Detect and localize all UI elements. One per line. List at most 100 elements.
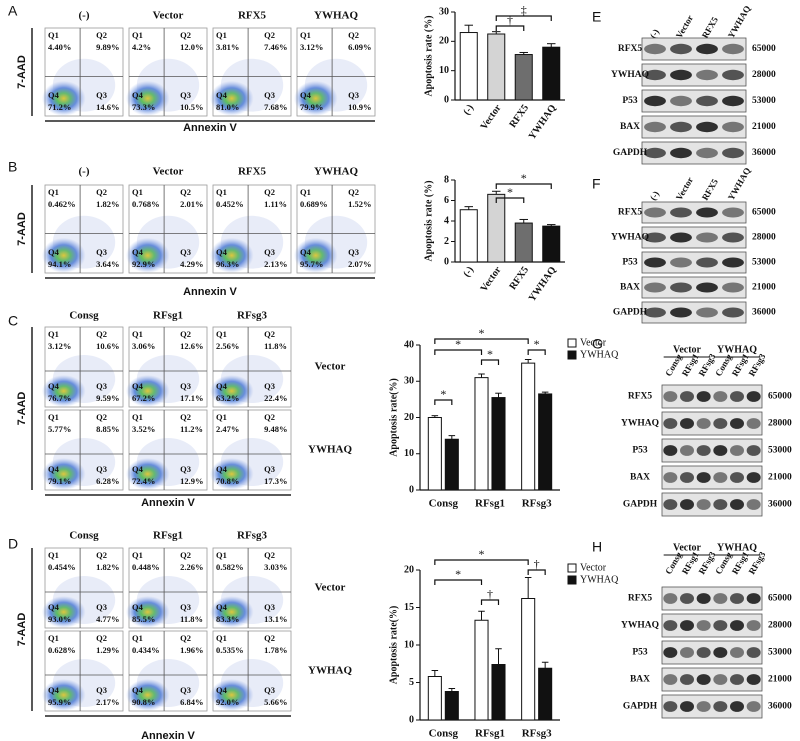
quadrant-label: Q1	[48, 633, 59, 643]
quadrant-label: Q2	[96, 30, 107, 40]
quadrant-value: 95.7%	[300, 259, 323, 269]
quadrant-value: 7.68%	[264, 102, 287, 112]
size-label: 53000	[768, 648, 792, 658]
column-label: RFsg1	[153, 530, 183, 542]
protein-label: RFX5	[628, 392, 653, 402]
protein-label: GAPDH	[613, 308, 648, 318]
blot-band	[746, 472, 761, 483]
quadrant-label: Q3	[96, 602, 107, 612]
lane-label: RFsg3	[747, 549, 768, 576]
size-label: 21000	[752, 283, 776, 293]
y-tick-label: 4	[444, 215, 449, 226]
y-tick-label: 0	[409, 714, 414, 725]
quadrant-label: Q1	[216, 412, 227, 422]
quadrant-value: 83.3%	[216, 614, 239, 624]
y-tick-label: 5	[409, 677, 414, 688]
blot-band	[730, 472, 744, 483]
legend-label: Vector	[580, 337, 607, 348]
quadrant-value: 1.96%	[180, 645, 203, 655]
quadrant-value: 3.12%	[48, 341, 71, 351]
quadrant-value: 0.454%	[48, 562, 76, 572]
significance-label: *	[521, 171, 527, 185]
quadrant-value: 3.03%	[264, 562, 287, 572]
y-tick-label: 0	[444, 94, 449, 105]
quadrant-value: 9.48%	[264, 424, 287, 434]
quadrant-label: Q3	[96, 685, 107, 695]
event-scatter	[136, 576, 200, 624]
y-tick-label: 0	[444, 256, 449, 267]
quadrant-value: 3.52%	[132, 424, 155, 434]
quadrant-label: Q4	[216, 90, 228, 100]
quadrant-value: 72.4%	[132, 476, 155, 486]
blot-band	[746, 418, 761, 429]
quadrant-label: Q4	[132, 464, 144, 474]
quadrant-label: Q1	[48, 329, 59, 339]
blot-band	[730, 674, 744, 685]
event-cloud	[125, 458, 170, 490]
quadrant-value: 8.85%	[96, 424, 119, 434]
quadrant-label: Q1	[48, 412, 59, 422]
blot-band	[722, 207, 744, 218]
quadrant-value: 6.84%	[180, 697, 203, 707]
blot-band	[713, 647, 728, 658]
blot-band	[722, 282, 744, 293]
event-cloud	[41, 458, 86, 490]
event-cloud	[125, 596, 170, 628]
blot-band	[663, 445, 678, 456]
quadrant-value: 13.1%	[264, 614, 287, 624]
x-tick-label: Consg	[429, 498, 459, 510]
blot-band	[722, 43, 744, 55]
quadrant-value: 93.0%	[48, 614, 71, 624]
legend-swatch	[567, 575, 577, 585]
y-tick-label: 0	[409, 484, 414, 495]
quadrant-label: Q2	[96, 633, 107, 643]
panel-label: C	[8, 313, 18, 329]
quadrant-label: Q2	[264, 329, 275, 339]
bar	[538, 667, 553, 721]
legend-label: YWHAQ	[580, 349, 619, 360]
quadrant-label: Q2	[264, 550, 275, 560]
blot-band	[696, 257, 718, 268]
size-label: 36000	[752, 308, 776, 318]
quadrant-label: Q4	[216, 602, 228, 612]
quadrant-label: Q1	[132, 30, 143, 40]
blot-band	[670, 43, 692, 55]
quadrant-value: 1.52%	[348, 199, 371, 209]
quadrant-value: 12.0%	[180, 42, 203, 52]
blot-band	[730, 418, 744, 429]
quadrant-label: Q4	[300, 247, 312, 257]
blot-band	[670, 207, 692, 218]
event-cloud	[209, 80, 254, 116]
quadrant-label: Q3	[264, 685, 275, 695]
quadrant-label: Q4	[48, 90, 60, 100]
y-tick-label: 20	[439, 36, 449, 47]
quadrant-value: 79.1%	[48, 476, 71, 486]
lane-label: RFsg3	[747, 351, 768, 378]
quadrant-label: Q4	[300, 90, 312, 100]
legend-swatch	[567, 563, 577, 573]
group-label: YWHAQ	[717, 344, 757, 355]
protein-label: GAPDH	[623, 702, 658, 712]
quadrant-value: 2.07%	[348, 259, 371, 269]
blot-band	[696, 43, 718, 55]
quadrant-label: Q3	[180, 247, 191, 257]
row-label: Vector	[315, 582, 346, 594]
quadrant-label: Q3	[264, 90, 275, 100]
group-label: YWHAQ	[717, 542, 757, 553]
y-tick-label: 10	[439, 65, 449, 76]
quadrant-label: Q2	[348, 30, 359, 40]
blot-band	[713, 620, 728, 631]
quadrant-label: Q3	[96, 464, 107, 474]
quadrant-value: 3.81%	[216, 42, 239, 52]
event-scatter	[136, 659, 200, 707]
quadrant-value: 1.11%	[264, 199, 287, 209]
event-cloud	[41, 237, 86, 273]
event-scatter	[220, 659, 284, 707]
column-label: RFsg3	[237, 530, 267, 542]
blot-band	[644, 282, 666, 293]
blot-band	[696, 282, 718, 293]
event-cloud	[293, 237, 338, 273]
event-scatter	[52, 355, 116, 403]
legend-label: Vector	[580, 562, 607, 573]
blot-band	[696, 620, 711, 631]
